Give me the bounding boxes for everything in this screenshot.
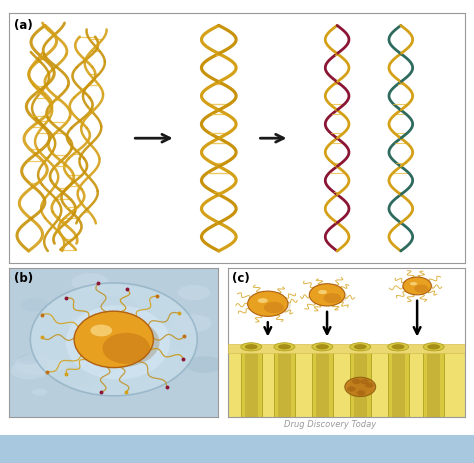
Ellipse shape [187, 357, 222, 373]
Ellipse shape [15, 355, 57, 375]
Bar [350, 350, 371, 417]
Bar [388, 350, 409, 417]
Bar [392, 350, 405, 417]
Bar [228, 344, 465, 353]
Text: (b): (b) [14, 271, 33, 284]
Circle shape [352, 379, 361, 384]
Bar [312, 350, 333, 417]
Ellipse shape [148, 331, 165, 338]
Circle shape [360, 379, 369, 384]
Ellipse shape [18, 355, 39, 365]
Ellipse shape [414, 285, 428, 293]
Ellipse shape [54, 366, 99, 387]
Circle shape [357, 390, 365, 396]
Ellipse shape [68, 313, 113, 335]
Bar [274, 350, 295, 417]
Ellipse shape [173, 314, 212, 333]
Ellipse shape [258, 299, 268, 303]
Ellipse shape [46, 360, 69, 371]
Ellipse shape [91, 388, 107, 396]
Circle shape [74, 312, 154, 368]
Ellipse shape [10, 362, 48, 380]
Ellipse shape [72, 274, 109, 291]
Circle shape [309, 284, 345, 307]
Ellipse shape [423, 343, 444, 351]
Ellipse shape [76, 317, 160, 368]
Ellipse shape [312, 343, 333, 351]
Ellipse shape [178, 285, 210, 300]
Ellipse shape [312, 288, 347, 305]
Text: (a): (a) [14, 19, 33, 32]
Ellipse shape [388, 343, 409, 351]
Ellipse shape [316, 344, 329, 350]
Ellipse shape [146, 328, 169, 339]
Bar [245, 350, 258, 417]
Ellipse shape [323, 294, 341, 304]
Ellipse shape [95, 296, 137, 316]
Ellipse shape [245, 344, 258, 350]
Text: Drug Discovery Today: Drug Discovery Today [284, 419, 377, 428]
Circle shape [247, 292, 288, 317]
Ellipse shape [20, 299, 48, 312]
Ellipse shape [354, 344, 367, 350]
Ellipse shape [103, 337, 145, 363]
Circle shape [347, 387, 356, 392]
Ellipse shape [32, 388, 47, 396]
Bar [423, 350, 444, 417]
Ellipse shape [102, 333, 150, 364]
Ellipse shape [241, 343, 262, 351]
Circle shape [403, 277, 431, 295]
Ellipse shape [169, 338, 189, 348]
Ellipse shape [91, 325, 112, 337]
Ellipse shape [405, 281, 433, 294]
Ellipse shape [427, 344, 440, 350]
Ellipse shape [410, 282, 417, 286]
Circle shape [365, 382, 374, 388]
Bar [354, 350, 367, 417]
Ellipse shape [392, 344, 405, 350]
Bar [427, 350, 440, 417]
Bar [241, 350, 262, 417]
Ellipse shape [318, 290, 327, 294]
Ellipse shape [251, 296, 291, 315]
Circle shape [345, 377, 375, 397]
Ellipse shape [274, 343, 295, 351]
Bar [228, 349, 465, 417]
Bar [316, 350, 329, 417]
Ellipse shape [96, 363, 116, 373]
Ellipse shape [117, 353, 131, 360]
Ellipse shape [350, 343, 371, 351]
Text: (c): (c) [232, 271, 250, 284]
Bar [278, 350, 291, 417]
Ellipse shape [278, 344, 291, 350]
Ellipse shape [30, 283, 197, 396]
Ellipse shape [66, 306, 170, 380]
Ellipse shape [264, 302, 284, 313]
Ellipse shape [106, 306, 139, 322]
